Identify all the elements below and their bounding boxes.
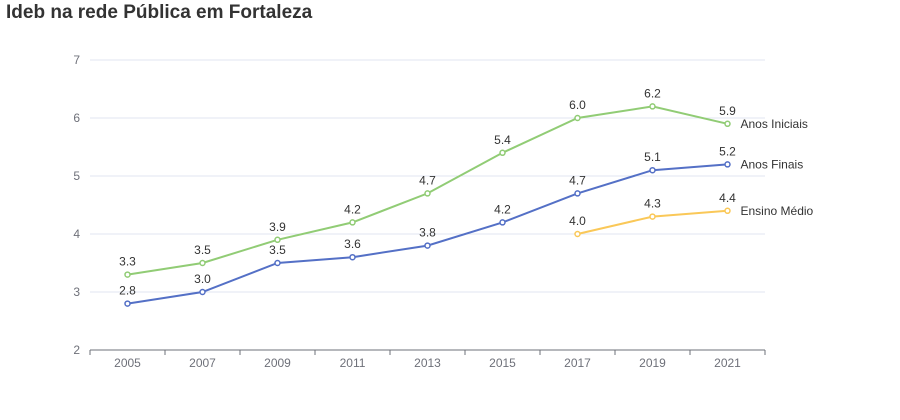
data-label: 6.2 (644, 86, 661, 100)
data-label: 4.7 (419, 173, 436, 187)
data-point[interactable] (574, 114, 581, 122)
x-tick-label: 2011 (340, 356, 366, 370)
data-point[interactable] (124, 300, 131, 307)
x-tick-label: 2019 (639, 356, 666, 370)
data-label: 3.0 (194, 272, 211, 286)
data-label: 5.4 (494, 133, 511, 147)
gridlines (90, 59, 765, 293)
data-label: 5.1 (644, 150, 661, 164)
data-point[interactable] (649, 213, 656, 220)
data-point[interactable] (499, 219, 506, 226)
y-tick-label: 4 (73, 227, 80, 241)
data-label: 4.2 (344, 202, 361, 216)
data-point[interactable] (574, 230, 581, 238)
data-label: 4.2 (494, 202, 511, 216)
x-tick-label: 2015 (489, 356, 516, 370)
data-label: 3.5 (194, 243, 211, 257)
data-label: 4.4 (719, 191, 736, 205)
data-label: 6.0 (569, 98, 586, 112)
data-point[interactable] (199, 288, 206, 296)
data-label: 5.2 (719, 144, 736, 158)
series-name-label: Anos Iniciais (741, 117, 808, 131)
data-point[interactable] (574, 190, 581, 197)
data-point[interactable] (424, 190, 431, 197)
x-tick-label: 2021 (714, 356, 741, 370)
data-label: 5.9 (719, 104, 736, 118)
data-labels: 3.3 3.5 3.9 4.2 4.7 5.4 6.0 6.2 5.9 Anos Iniciais… (119, 86, 813, 297)
data-label: 3.3 (119, 255, 136, 269)
y-tick-label: 6 (73, 111, 80, 125)
data-point[interactable] (724, 207, 731, 215)
x-tick-label: 2005 (114, 356, 141, 370)
x-tick-label: 2009 (264, 356, 291, 370)
data-point[interactable] (349, 253, 356, 261)
y-tick-label: 5 (73, 169, 80, 183)
data-label: 3.8 (419, 226, 436, 240)
axes: 2 3 4 5 6 7 2005 2007 2009 2011 2013 2015 2017 2019 20… (73, 53, 766, 370)
data-point[interactable] (274, 236, 281, 244)
data-point[interactable] (349, 219, 356, 226)
data-point[interactable] (274, 259, 281, 267)
data-label: 4.7 (569, 173, 586, 187)
series-name-label: Ensino Médio (741, 204, 814, 218)
data-label: 3.6 (344, 237, 361, 251)
data-point[interactable] (724, 120, 731, 128)
chart-title: Ideb na rede Pública em Fortaleza (6, 2, 313, 23)
data-point[interactable] (649, 103, 656, 110)
data-label: 3.5 (269, 243, 286, 257)
series-name-label: Anos Finais (741, 157, 804, 171)
data-point[interactable] (724, 161, 731, 168)
y-tick-label: 2 (73, 343, 80, 357)
x-tick-label: 2007 (189, 356, 216, 370)
series-lines (124, 103, 731, 307)
data-point[interactable] (499, 149, 506, 157)
data-point[interactable] (424, 242, 431, 249)
y-tick-label: 7 (73, 53, 80, 67)
x-tick-label: 2013 (414, 356, 441, 370)
data-point[interactable] (124, 271, 131, 278)
data-label: 2.8 (119, 284, 136, 298)
data-label: 4.0 (569, 214, 586, 228)
data-label: 3.9 (269, 220, 286, 234)
data-point[interactable] (199, 259, 206, 267)
data-label: 4.3 (644, 197, 661, 211)
y-tick-label: 3 (73, 285, 80, 299)
data-point[interactable] (649, 166, 656, 174)
x-tick-label: 2017 (564, 356, 591, 370)
